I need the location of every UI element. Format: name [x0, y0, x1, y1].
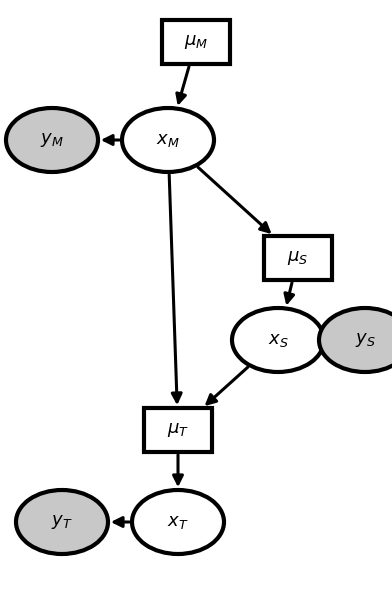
Bar [162, 20, 230, 64]
Ellipse shape [232, 308, 324, 372]
Bar [264, 236, 332, 280]
Ellipse shape [6, 108, 98, 172]
Ellipse shape [16, 490, 108, 554]
Text: $x_T$: $x_T$ [167, 513, 189, 531]
Bar [144, 408, 212, 452]
Text: $y_T$: $y_T$ [51, 513, 73, 531]
Ellipse shape [319, 308, 392, 372]
Ellipse shape [122, 108, 214, 172]
Text: $x_M$: $x_M$ [156, 131, 180, 149]
Ellipse shape [132, 490, 224, 554]
Text: $x_S$: $x_S$ [268, 331, 289, 349]
Text: $\mu_S$: $\mu_S$ [287, 249, 309, 267]
Text: $\mu_T$: $\mu_T$ [167, 421, 189, 439]
Text: $y_M$: $y_M$ [40, 131, 64, 149]
Text: $y_S$: $y_S$ [355, 331, 376, 349]
Text: $\mu_M$: $\mu_M$ [184, 33, 208, 51]
